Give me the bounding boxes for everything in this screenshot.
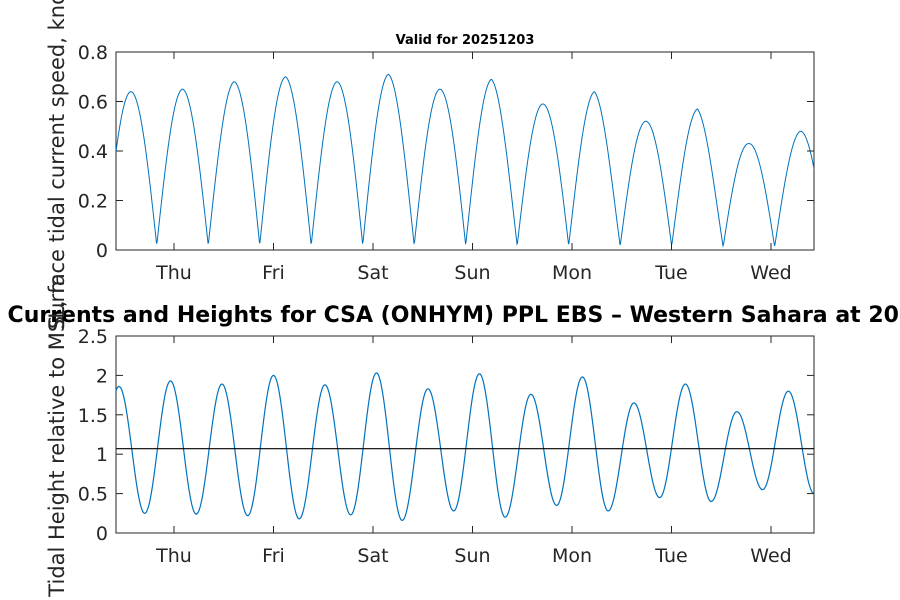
y-tick-label: 2.5 <box>78 326 108 348</box>
x-tick-label: Sat <box>357 545 388 567</box>
x-tick-label: Mon <box>552 262 592 284</box>
x-tick-label: Tue <box>654 262 687 284</box>
y-tick-label: 0.2 <box>78 191 108 213</box>
y-tick-label: 0.5 <box>78 484 108 506</box>
y-tick-label: 0.4 <box>78 141 108 163</box>
x-tick-label: Thu <box>155 545 192 567</box>
x-tick-label: Sun <box>454 545 490 567</box>
y-tick-label: 0 <box>96 523 108 545</box>
tidal-height-chart-title: Tidal Currents and Heights for CSA (ONHY… <box>0 303 900 328</box>
tidal-height-axes <box>115 335 815 534</box>
x-tick-label: Wed <box>750 262 791 284</box>
x-tick-label: Fri <box>262 262 285 284</box>
x-tick-label: Thu <box>155 262 192 284</box>
tidal-height-chart: 0 0.5 1 1.5 2 2.5 Thu Fri Sat Sun Mon Tue Wed Tidal… <box>0 273 900 597</box>
x-tick-label: Tue <box>654 545 687 567</box>
y-tick-label: 0 <box>96 240 108 262</box>
x-tick-label: Sun <box>454 262 490 284</box>
x-tick-label: Sat <box>357 262 388 284</box>
tidal-height-series-line <box>115 372 815 522</box>
x-tick-label: Fri <box>262 545 285 567</box>
y-tick-label: 1.5 <box>78 405 108 427</box>
y-tick-label: 0.6 <box>78 92 108 114</box>
x-tick-label: Mon <box>552 545 592 567</box>
current-speed-series-line <box>115 73 815 248</box>
current-speed-chart-title: Valid for 20251203 <box>396 33 535 48</box>
y-tick-label: 2 <box>96 365 108 387</box>
tidal-height-y-axis-label: Tidal Height relative to MSL, m <box>45 273 69 597</box>
x-tick-label: Wed <box>750 545 791 567</box>
current-speed-axes <box>115 51 815 251</box>
y-tick-label: 0.8 <box>78 42 108 64</box>
current-speed-y-axis-label: Surface tidal current speed, knots <box>45 0 69 329</box>
y-tick-label: 1 <box>96 444 108 466</box>
current-speed-chart: 0 0.2 0.4 0.6 0.8 Thu Fri Sat Sun Mon Tue Wed Vali… <box>45 0 815 329</box>
